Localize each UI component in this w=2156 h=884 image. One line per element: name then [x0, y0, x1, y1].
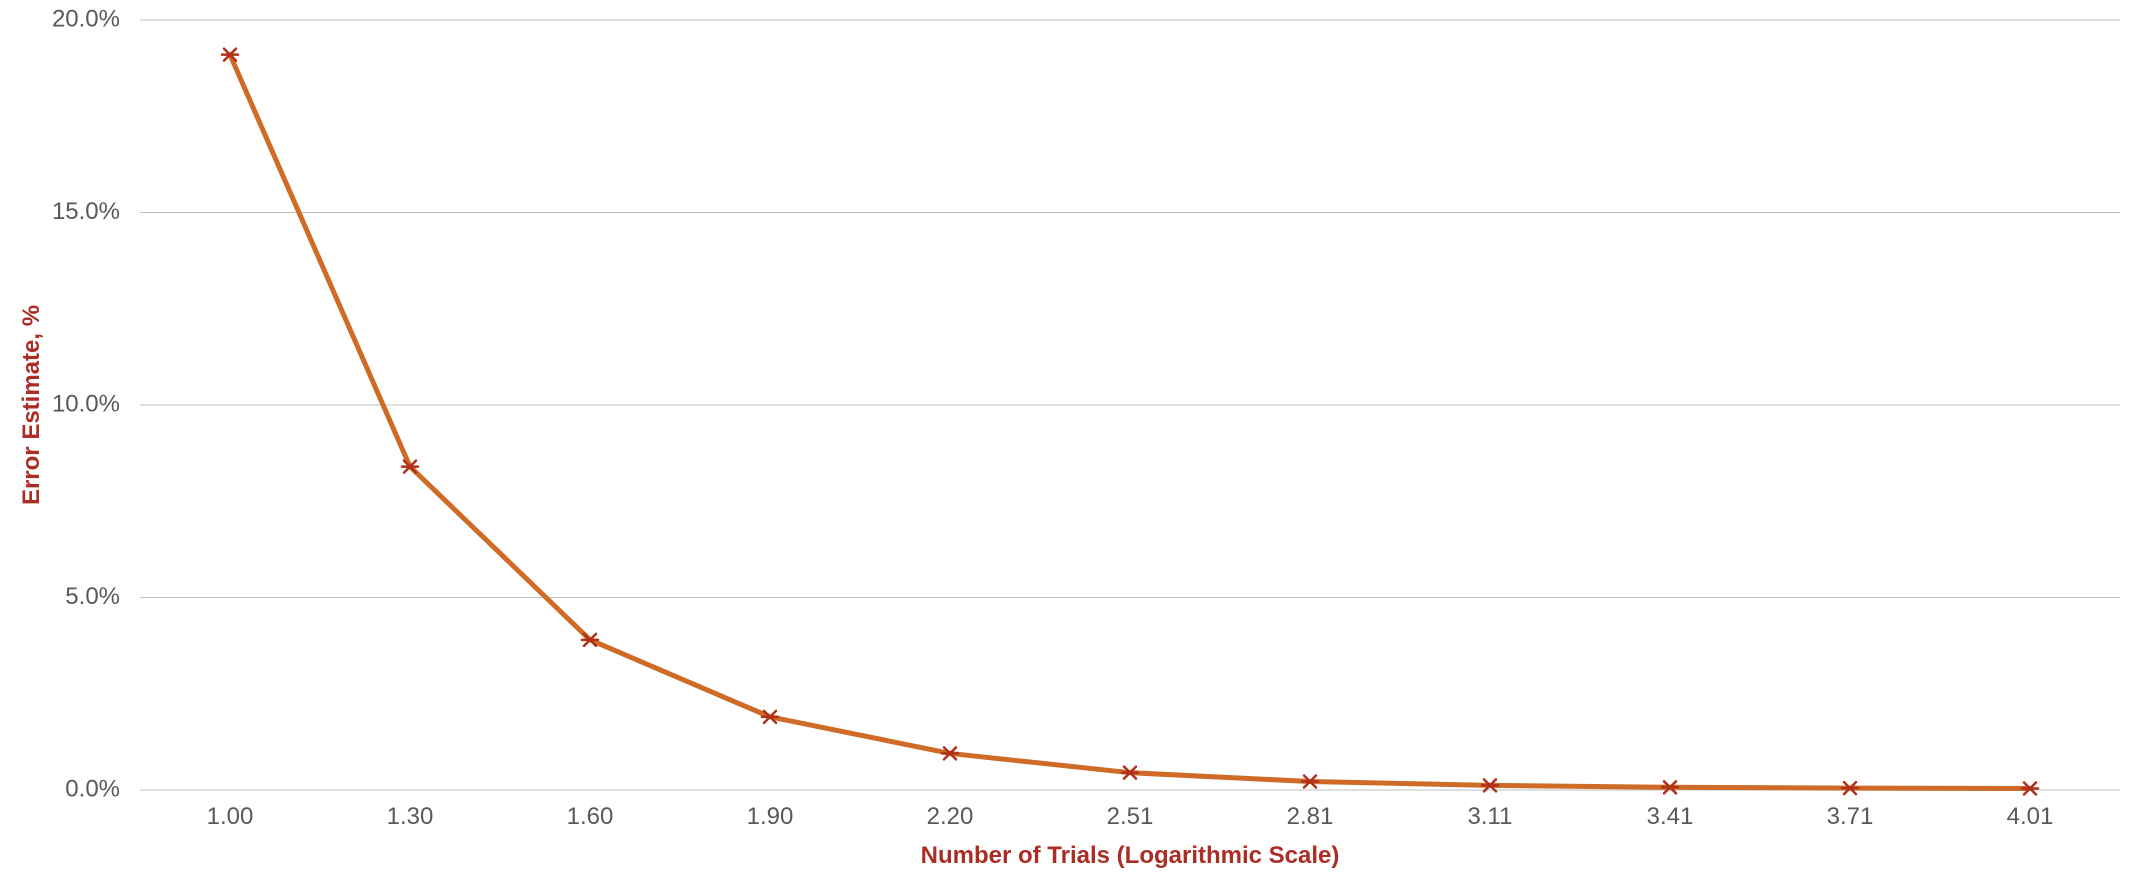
x-tick-label: 3.71 [1827, 803, 1874, 830]
chart-svg: 0.0% 5.0% 10.0% 15.0% 20.0% 1.00 1.30 1.60 1.90 2… [0, 0, 2156, 884]
x-tick-label: 3.11 [1468, 803, 1513, 830]
y-tick-label: 15.0% [52, 198, 120, 225]
x-tick-label: 1.30 [387, 803, 434, 830]
y-tick-label: 5.0% [65, 583, 120, 610]
x-tick-label: 3.41 [1647, 803, 1694, 830]
x-tick-label: 1.00 [207, 803, 254, 830]
x-tick-label: 2.20 [927, 803, 974, 830]
y-tick-label: 0.0% [65, 775, 120, 802]
x-tick-label: 4.01 [2007, 803, 2054, 830]
error-estimate-chart: 0.0% 5.0% 10.0% 15.0% 20.0% 1.00 1.30 1.60 1.90 2… [0, 0, 2156, 884]
x-tick-label: 1.90 [747, 803, 794, 830]
y-axis-label: Error Estimate, % [18, 305, 46, 505]
y-tick-label: 10.0% [52, 390, 120, 417]
x-tick-label: 1.60 [567, 803, 614, 830]
x-tick-label: 2.81 [1287, 803, 1334, 830]
y-tick-label: 20.0% [52, 5, 120, 32]
x-axis-label: Number of Trials (Logarithmic Scale) [921, 842, 1340, 870]
x-tick-label: 2.51 [1107, 803, 1154, 830]
